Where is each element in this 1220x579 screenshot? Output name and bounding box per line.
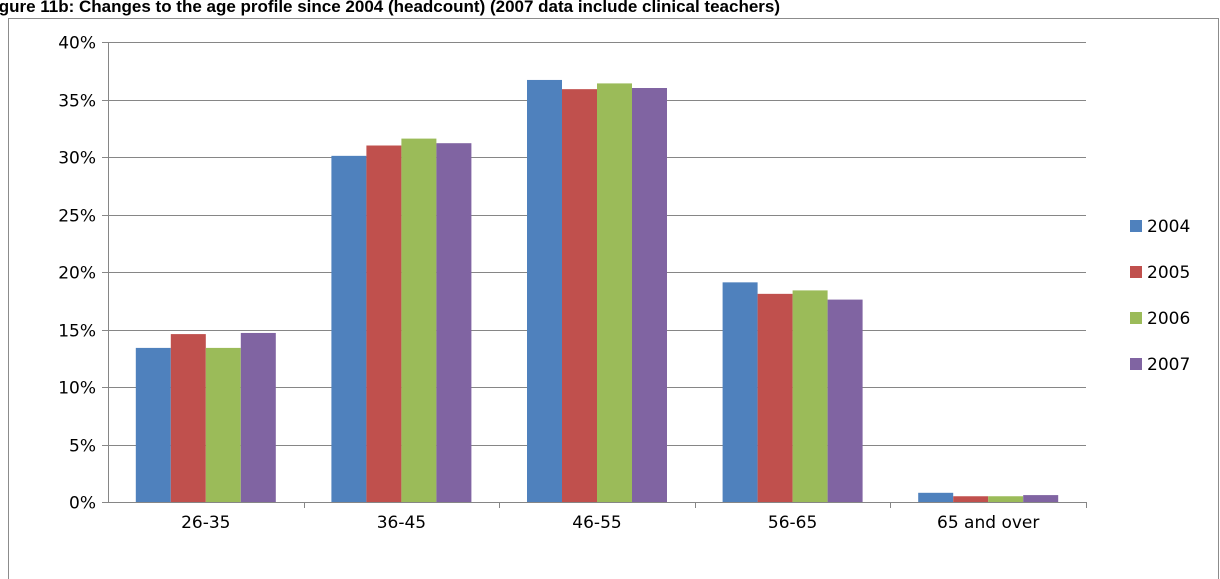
bar-2005-56-65 xyxy=(757,293,793,502)
legend: 2004 2005 2006 2007 xyxy=(1130,217,1190,375)
bar-2004-46-55 xyxy=(527,79,562,502)
bar-2007-46-55 xyxy=(632,88,667,502)
legend-swatch-2007 xyxy=(1130,358,1142,370)
legend-swatch-2005 xyxy=(1130,266,1142,278)
legend-label-2007: 2007 xyxy=(1147,355,1190,375)
bar-2006-56-65 xyxy=(792,290,828,502)
bar-2004-56-65 xyxy=(722,282,758,502)
legend-swatch-2006 xyxy=(1130,312,1142,324)
bar-2004-26-35 xyxy=(135,347,171,502)
bar-2005-65-and-over xyxy=(953,496,989,502)
y-tick-label: 5% xyxy=(69,437,96,457)
bar-2007-26-35 xyxy=(240,332,276,502)
bar-2007-65-and-over xyxy=(1023,495,1059,502)
x-category-label: 65 and over xyxy=(937,513,1039,533)
x-category-label: 36-45 xyxy=(377,513,426,533)
x-category-label: 26-35 xyxy=(181,513,230,533)
bar-2005-46-55 xyxy=(562,89,597,503)
bar-2005-26-35 xyxy=(170,334,206,502)
legend-swatch-2004 xyxy=(1130,220,1142,232)
bar-2006-26-35 xyxy=(205,347,241,502)
y-tick-label: 0% xyxy=(69,494,96,514)
legend-label-2004: 2004 xyxy=(1147,217,1190,237)
y-tick-label: 40% xyxy=(58,34,96,54)
bar-2007-56-65 xyxy=(827,299,863,502)
y-tick-label: 10% xyxy=(58,379,96,399)
bar-2006-46-55 xyxy=(597,83,632,503)
figure-caption: igure 11b: Changes to the age profile si… xyxy=(0,0,781,16)
bar-2004-65-and-over xyxy=(918,492,954,502)
bars xyxy=(135,79,1059,503)
legend-label-2005: 2005 xyxy=(1147,263,1190,283)
bar-2005-36-45 xyxy=(366,145,402,502)
chart-frame xyxy=(8,18,1219,579)
legend-label-2006: 2006 xyxy=(1147,309,1190,329)
bar-2007-36-45 xyxy=(436,143,472,502)
y-tick-label: 20% xyxy=(58,264,96,284)
bar-2006-36-45 xyxy=(401,138,437,502)
x-category-label: 46-55 xyxy=(572,513,621,533)
y-tick-label: 15% xyxy=(58,322,96,342)
y-tick-label: 35% xyxy=(58,92,96,112)
y-tick-label: 30% xyxy=(58,149,96,169)
axes: 0% 5% 10% 15% 20% 25% 30% 35% 40% 26-35 36-45 46-55… xyxy=(58,34,1087,533)
bar-2006-65-and-over xyxy=(988,496,1024,502)
bar-2004-36-45 xyxy=(331,155,367,502)
x-category-label: 56-65 xyxy=(768,513,817,533)
y-tick-label: 25% xyxy=(58,207,96,227)
